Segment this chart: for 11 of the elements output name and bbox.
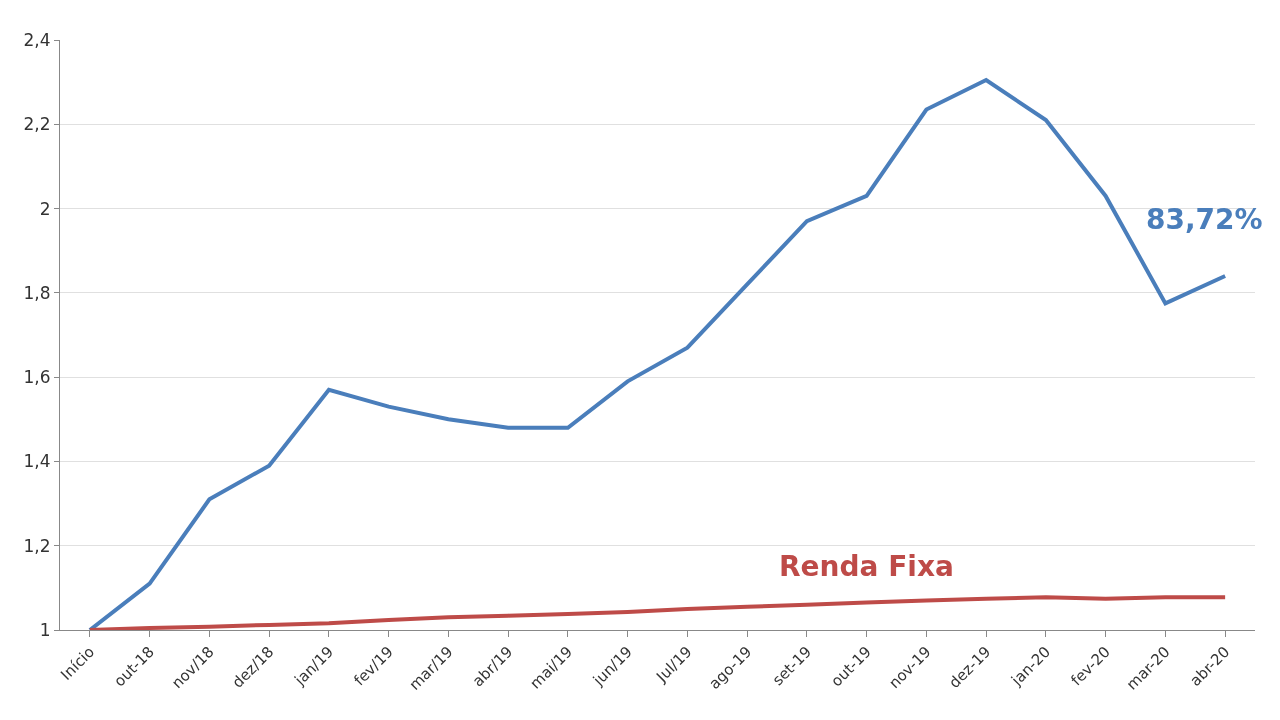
annotation: 83,72% (1146, 203, 1263, 236)
y-tick-label: 1,2 (23, 535, 51, 556)
y-tick-label: 1,8 (23, 282, 51, 303)
series-label: Renda Fixa (779, 550, 954, 583)
y-tick-label: 2,4 (23, 29, 51, 50)
y-tick-label: 2 (39, 198, 51, 219)
line-series (87, 595, 1228, 630)
y-tick-label: 2,2 (23, 114, 51, 135)
y-tick-label: 1 (39, 619, 51, 640)
y-tick-label: 1,4 (23, 451, 51, 472)
y-tick-label: 1,6 (23, 367, 51, 388)
